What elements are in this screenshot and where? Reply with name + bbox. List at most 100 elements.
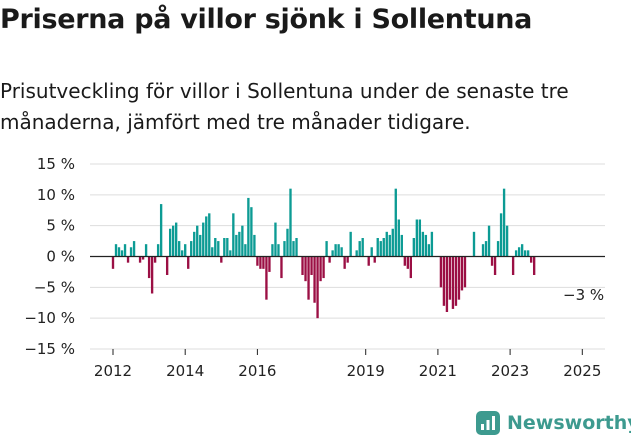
- bar: [262, 256, 265, 269]
- y-tick-label: −5 %: [34, 278, 75, 296]
- bar: [421, 231, 425, 257]
- bar: [481, 244, 485, 257]
- x-tick-label: 2016: [238, 362, 276, 380]
- bar: [250, 207, 253, 257]
- bar: [502, 188, 506, 257]
- bar: [331, 250, 334, 257]
- bar: [274, 222, 277, 257]
- bar: [159, 204, 163, 257]
- bar: [286, 228, 289, 257]
- bar: [499, 213, 503, 257]
- bar: [409, 256, 412, 279]
- bar: [430, 231, 434, 257]
- bar: [232, 213, 235, 257]
- bar: [304, 256, 307, 282]
- bar: [361, 238, 364, 257]
- bar: [403, 256, 406, 266]
- bar: [178, 241, 181, 257]
- bar: [292, 241, 295, 257]
- bar: [325, 241, 328, 257]
- bar: [196, 225, 199, 257]
- bar: [283, 241, 286, 257]
- x-tick-label: 2019: [347, 362, 385, 380]
- bar: [397, 219, 400, 257]
- bar: [265, 256, 268, 300]
- bar: [463, 256, 467, 288]
- bar: [208, 213, 211, 257]
- bar: [153, 256, 157, 263]
- bar: [340, 247, 343, 257]
- bar: [226, 238, 229, 257]
- bar: [171, 225, 175, 257]
- bar: [141, 256, 145, 260]
- bar: [445, 256, 449, 312]
- bar: [382, 238, 385, 257]
- bar: [271, 244, 274, 257]
- bar: [529, 256, 533, 263]
- bar: [144, 244, 148, 257]
- bar: [439, 256, 443, 288]
- bar: [117, 247, 121, 257]
- bar: [388, 234, 391, 257]
- bar: [322, 256, 325, 279]
- bar: [412, 238, 416, 257]
- bar: [427, 244, 431, 257]
- x-tick-label: 2025: [563, 362, 601, 380]
- bar: [175, 222, 178, 257]
- bar: [484, 241, 488, 257]
- bar: [123, 244, 127, 257]
- chart-subtitle: Prisutveckling för villor i Sollentuna u…: [0, 79, 569, 134]
- bar: [379, 241, 382, 257]
- bar: [247, 197, 250, 257]
- newsworthy-logo: Newsworthy: [476, 408, 631, 438]
- bar: [505, 225, 509, 257]
- bar: [301, 256, 304, 275]
- bar: [523, 250, 527, 257]
- bar: [244, 244, 247, 257]
- y-tick-label: 5 %: [46, 217, 75, 235]
- bar: [373, 256, 376, 263]
- bar-series: [111, 188, 536, 319]
- bar: [457, 256, 461, 300]
- brand-name: Newsworthy: [507, 412, 631, 434]
- bar: [349, 231, 352, 257]
- bar: [370, 247, 373, 257]
- bar: [319, 256, 322, 282]
- bar: [277, 244, 280, 257]
- x-tick-label: 2021: [419, 362, 457, 380]
- bar: [493, 256, 497, 275]
- bar: [400, 234, 403, 257]
- bar: [334, 244, 337, 257]
- bar: [367, 256, 370, 266]
- bar: [487, 225, 491, 257]
- y-tick-label: −10 %: [24, 309, 75, 327]
- bar: [129, 247, 133, 257]
- bar: [147, 256, 151, 279]
- bar: [496, 241, 500, 257]
- x-tick-label: 2014: [166, 362, 204, 380]
- bar: [187, 256, 190, 269]
- bar: [472, 231, 476, 257]
- bar: [313, 256, 316, 303]
- bar: [418, 219, 422, 257]
- bar: [181, 250, 184, 257]
- bar: [259, 256, 262, 269]
- y-tick-label: 0 %: [46, 248, 75, 266]
- bar: [337, 244, 340, 257]
- bar: [190, 241, 193, 257]
- bar: [532, 256, 536, 275]
- bar: [111, 256, 115, 269]
- y-tick-label: 15 %: [37, 155, 75, 173]
- bar: [310, 256, 313, 275]
- bar: [355, 250, 358, 257]
- y-tick-label: 10 %: [37, 186, 75, 204]
- bar: [238, 231, 241, 257]
- bar: [451, 256, 455, 309]
- bar: [448, 256, 452, 300]
- bar: [514, 250, 518, 257]
- bar: [517, 247, 521, 257]
- bar: [193, 231, 196, 257]
- bar: [511, 256, 515, 275]
- bar: [343, 256, 346, 269]
